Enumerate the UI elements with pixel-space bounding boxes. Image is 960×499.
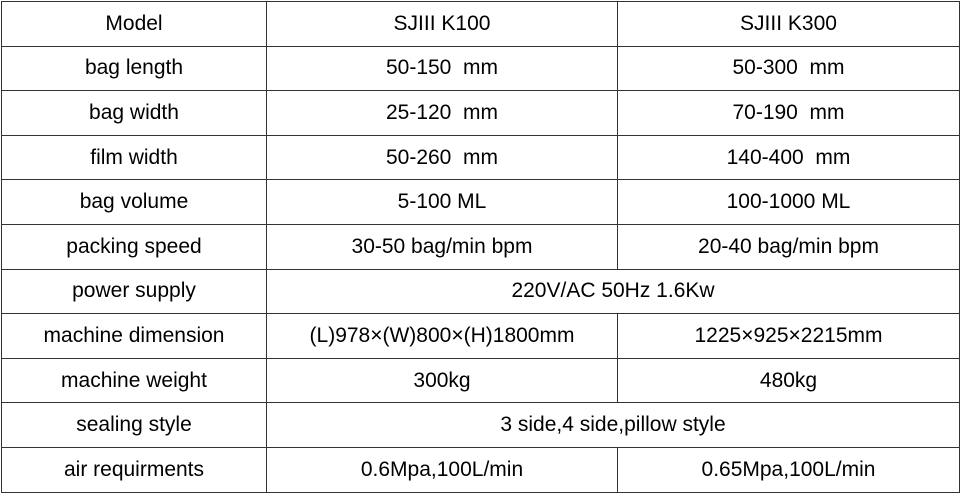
row-label-cell: bag width (1, 90, 267, 136)
table-row: power supply 220V/AC 50Hz 1.6Kw (1, 268, 960, 315)
k100-value-cell: 300kg (266, 357, 618, 404)
k100-value-cell: 5-100 ML (266, 179, 618, 225)
k300-value-cell: 1225×925×2215mm (617, 313, 960, 359)
table-row: sealing style 3 side,4 side,pillow style (1, 402, 960, 448)
row-label-cell: film width (1, 134, 267, 181)
k300-value-cell: 140-400 mm (617, 134, 960, 181)
row-label-cell: power supply (1, 268, 267, 315)
k300-value-cell: 0.65Mpa,100L/min (617, 446, 960, 493)
header-row: Model SJIII K100 SJIII K300 (1, 1, 960, 47)
row-label-cell: sealing style (1, 402, 267, 448)
k300-value-cell: 480kg (617, 357, 960, 404)
k300-value-cell: 20-40 bag/min bpm (617, 223, 960, 270)
shared-value-cell: 3 side,4 side,pillow style (266, 402, 960, 448)
row-label-cell: packing speed (1, 223, 267, 270)
k100-value-cell: (L)978×(W)800×(H)1800mm (266, 313, 618, 359)
table-row: air requirments 0.6Mpa,100L/min 0.65Mpa,10… (1, 446, 960, 493)
shared-value-cell: 220V/AC 50Hz 1.6Kw (266, 268, 960, 315)
header-cell: SJIII K100 (266, 1, 618, 47)
header-cell: SJIII K300 (617, 1, 960, 47)
table-row: machine weight 300kg 480kg (1, 357, 960, 404)
k300-value-cell: 70-190 mm (617, 90, 960, 136)
k100-value-cell: 50-150 mm (266, 45, 618, 92)
table-row: bag length 50-150 mm 50-300 mm (1, 45, 960, 92)
k100-value-cell: 50-260 mm (266, 134, 618, 181)
table-row: machine dimension (L)978×(W)800×(H)1800mm… (1, 313, 960, 359)
k300-value-cell: 50-300 mm (617, 45, 960, 92)
table-row: film width 50-260 mm 140-400 mm (1, 134, 960, 181)
k100-value-cell: 30-50 bag/min bpm (266, 223, 618, 270)
table-row: bag volume 5-100 ML 100-1000 ML (1, 179, 960, 225)
row-label-cell: air requirments (1, 446, 267, 493)
header-cell: Model (1, 1, 267, 47)
table-row: bag width 25-120 mm 70-190 mm (1, 90, 960, 136)
row-label-cell: machine weight (1, 357, 267, 404)
table-row: packing speed 30-50 bag/min bpm 20-40 bag/… (1, 223, 960, 270)
row-label-cell: machine dimension (1, 313, 267, 359)
k300-value-cell: 100-1000 ML (617, 179, 960, 225)
k100-value-cell: 25-120 mm (266, 90, 618, 136)
row-label-cell: bag volume (1, 179, 267, 225)
row-label-cell: bag length (1, 45, 267, 92)
k100-value-cell: 0.6Mpa,100L/min (266, 446, 618, 493)
